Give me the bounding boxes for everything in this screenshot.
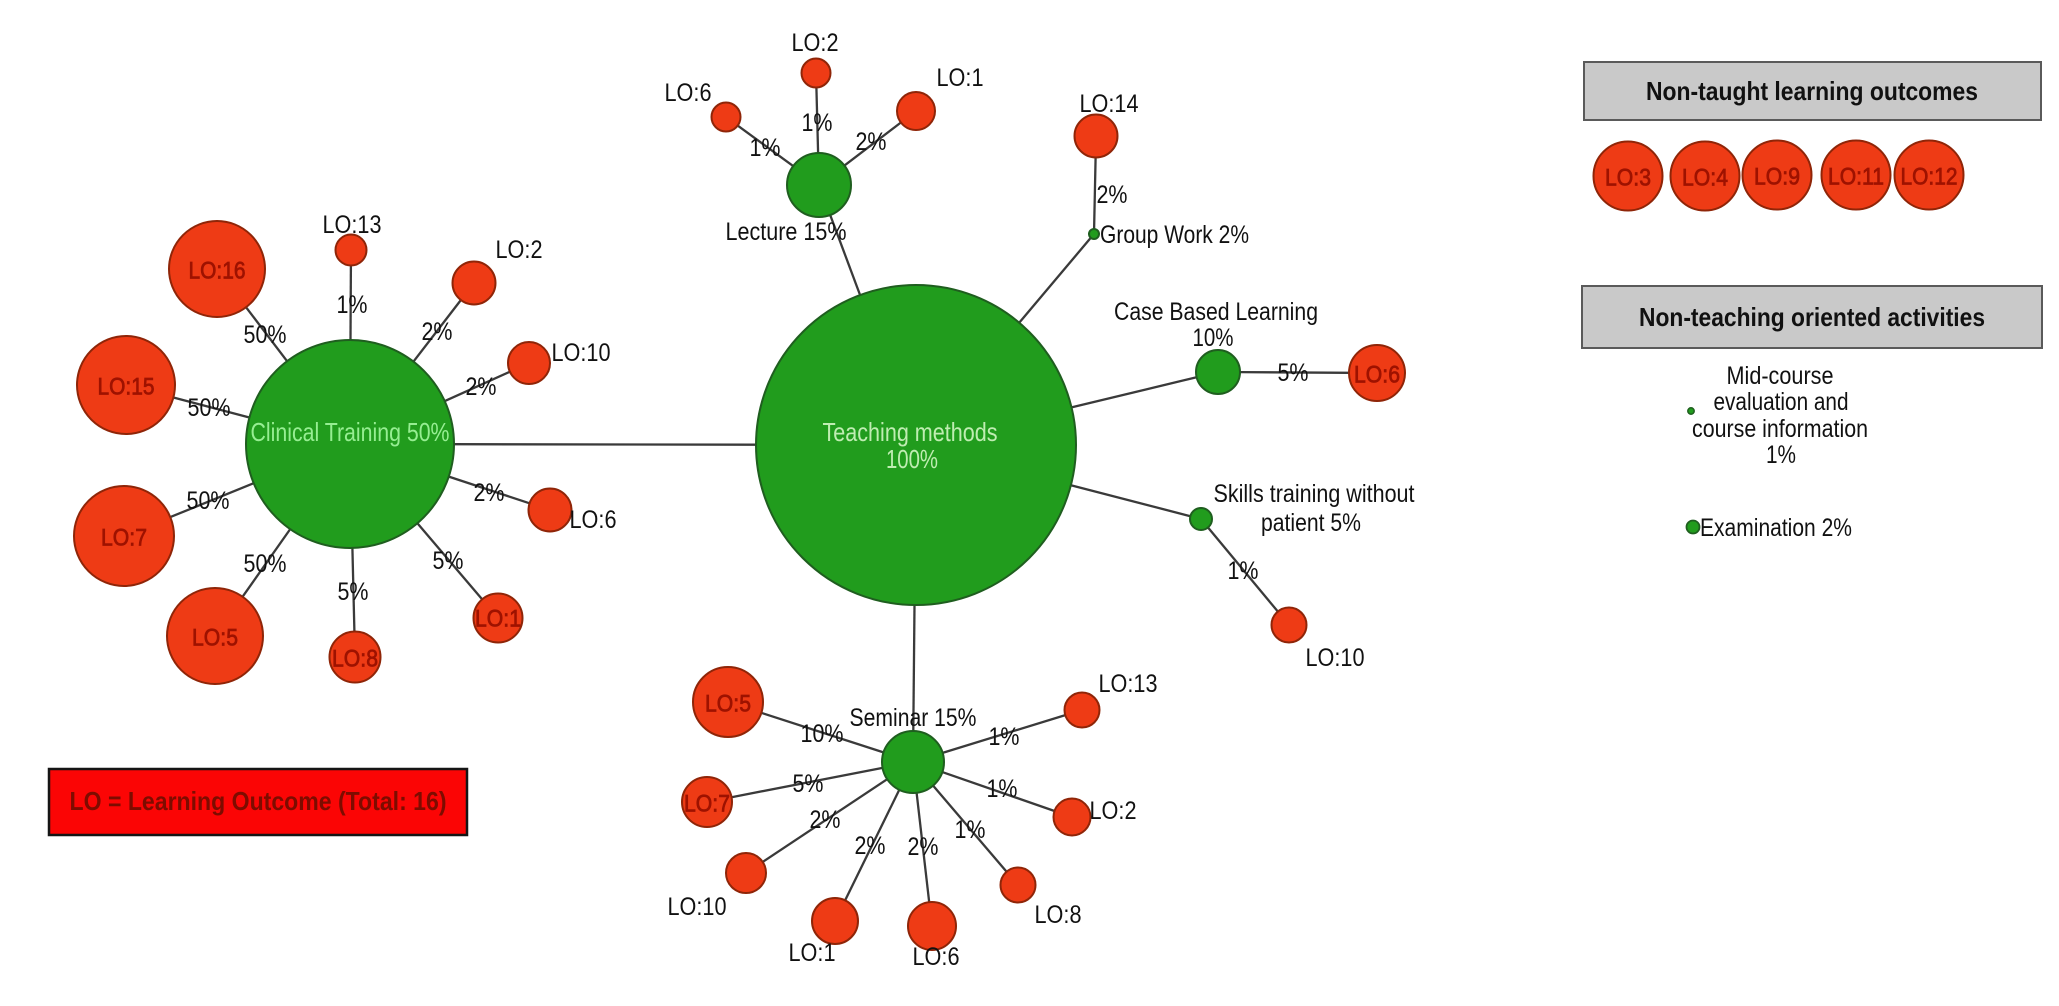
svg-text:1%: 1% — [955, 816, 986, 844]
svg-text:1%: 1% — [987, 775, 1018, 803]
svg-text:LO = Learning Outcome (Total:: LO = Learning Outcome (Total: 16) — [70, 786, 447, 816]
svg-text:5%: 5% — [1278, 359, 1309, 387]
svg-text:LO:11: LO:11 — [1828, 164, 1884, 191]
svg-text:2%: 2% — [1097, 181, 1128, 209]
svg-text:2%: 2% — [422, 318, 453, 346]
svg-text:1%: 1% — [989, 723, 1020, 751]
svg-text:Group Work 2%: Group Work 2% — [1100, 221, 1249, 249]
svg-text:course information: course information — [1692, 415, 1868, 443]
svg-text:Teaching methods: Teaching methods — [823, 417, 998, 447]
svg-text:LO:4: LO:4 — [1682, 165, 1728, 192]
svg-text:LO:15: LO:15 — [98, 374, 155, 401]
svg-text:evaluation and: evaluation and — [1714, 388, 1849, 416]
svg-text:10%: 10% — [1193, 324, 1234, 352]
svg-text:1%: 1% — [802, 109, 833, 137]
svg-text:2%: 2% — [855, 832, 886, 860]
svg-text:50%: 50% — [187, 487, 230, 515]
svg-text:patient 5%: patient 5% — [1261, 509, 1361, 537]
svg-text:50%: 50% — [244, 321, 287, 349]
svg-text:LO:2: LO:2 — [792, 29, 839, 57]
svg-text:LO:5: LO:5 — [705, 691, 751, 718]
svg-text:LO:1: LO:1 — [475, 606, 521, 633]
svg-text:LO:7: LO:7 — [684, 791, 730, 818]
svg-text:LO:6: LO:6 — [570, 506, 617, 534]
svg-text:1%: 1% — [750, 134, 781, 162]
svg-text:LO:2: LO:2 — [1090, 797, 1137, 825]
svg-text:2%: 2% — [466, 373, 497, 401]
svg-text:Clinical Training 50%: Clinical Training 50% — [251, 417, 450, 447]
svg-text:LO:2: LO:2 — [496, 236, 543, 264]
svg-text:LO:5: LO:5 — [192, 625, 238, 652]
svg-text:LO:8: LO:8 — [1035, 901, 1082, 929]
svg-text:Skills training without: Skills training without — [1214, 480, 1415, 508]
svg-text:Lecture 15%: Lecture 15% — [726, 218, 847, 246]
svg-text:Seminar 15%: Seminar 15% — [850, 704, 977, 732]
svg-text:100%: 100% — [886, 444, 938, 474]
svg-text:LO:14: LO:14 — [1080, 90, 1139, 118]
svg-text:5%: 5% — [338, 578, 369, 606]
svg-text:Mid-course: Mid-course — [1727, 362, 1834, 390]
svg-text:LO:3: LO:3 — [1605, 165, 1651, 192]
svg-text:2%: 2% — [474, 479, 505, 507]
svg-text:LO:13: LO:13 — [1099, 670, 1158, 698]
svg-text:10%: 10% — [801, 720, 844, 748]
svg-text:LO:10: LO:10 — [552, 339, 611, 367]
svg-text:LO:12: LO:12 — [1901, 164, 1958, 191]
svg-text:LO:13: LO:13 — [323, 211, 382, 239]
svg-text:2%: 2% — [810, 806, 841, 834]
svg-text:1%: 1% — [1228, 557, 1259, 585]
svg-text:Non-taught learning outcomes: Non-taught learning outcomes — [1646, 76, 1978, 106]
svg-text:LO:10: LO:10 — [1306, 644, 1365, 672]
svg-text:5%: 5% — [793, 770, 824, 798]
svg-text:Examination 2%: Examination 2% — [1700, 514, 1852, 542]
svg-text:Non-teaching oriented activiti: Non-teaching oriented activities — [1639, 302, 1985, 332]
svg-text:1%: 1% — [337, 291, 368, 319]
svg-text:LO:7: LO:7 — [101, 525, 147, 552]
svg-text:50%: 50% — [244, 550, 287, 578]
svg-text:LO:6: LO:6 — [665, 79, 712, 107]
svg-text:LO:16: LO:16 — [189, 258, 246, 285]
svg-text:LO:6: LO:6 — [913, 943, 960, 971]
svg-text:50%: 50% — [188, 394, 231, 422]
svg-text:LO:1: LO:1 — [937, 64, 984, 92]
svg-text:LO:9: LO:9 — [1754, 164, 1800, 191]
svg-text:LO:10: LO:10 — [668, 893, 727, 921]
svg-text:1%: 1% — [1766, 441, 1796, 469]
svg-text:LO:1: LO:1 — [789, 939, 836, 967]
svg-text:5%: 5% — [433, 547, 464, 575]
svg-text:Case Based Learning: Case Based Learning — [1114, 298, 1318, 326]
svg-text:2%: 2% — [856, 128, 887, 156]
svg-text:2%: 2% — [908, 833, 939, 861]
svg-text:LO:6: LO:6 — [1354, 362, 1400, 389]
svg-text:LO:8: LO:8 — [332, 646, 378, 673]
